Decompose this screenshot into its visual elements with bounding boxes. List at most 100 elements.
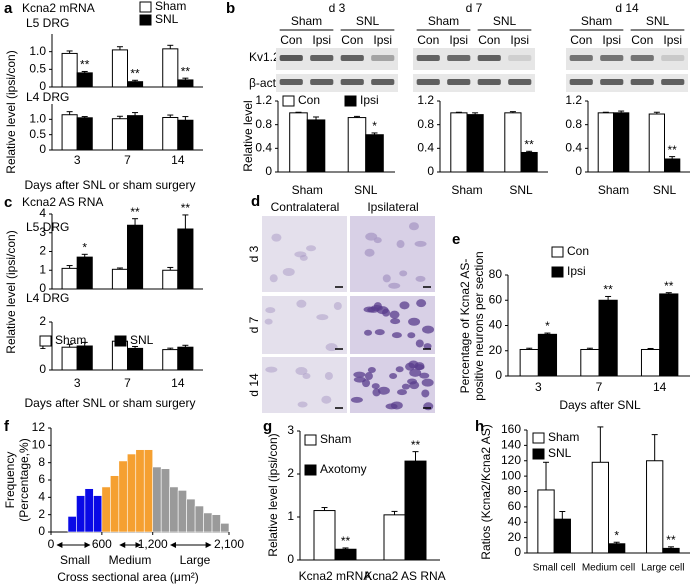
histogram-bar <box>169 486 179 533</box>
x-tick-label: Large cell <box>641 563 684 574</box>
legend-swatch <box>304 464 317 476</box>
blot-lane: Con <box>341 33 363 47</box>
blot-lane: Con <box>478 33 500 47</box>
blot-group: Sham <box>291 14 322 28</box>
significance: * <box>614 528 619 542</box>
y-tick-label: 3 <box>287 423 294 437</box>
cell <box>333 301 342 310</box>
blot-band <box>279 79 303 85</box>
bar <box>127 347 144 371</box>
y-tick-label: 0 <box>39 281 46 295</box>
blot-band <box>416 79 440 85</box>
y-tick-label: 8 <box>38 455 45 469</box>
x-tick-label: 0 <box>48 537 55 551</box>
histogram-bar <box>203 512 213 533</box>
cell <box>377 386 390 395</box>
y-tick-label: 2 <box>39 314 46 328</box>
blot-title: d 14 <box>615 1 639 15</box>
bar <box>162 269 179 290</box>
histogram-bar <box>160 468 170 533</box>
significance: ** <box>80 58 90 72</box>
y-tick-label: 0.5 <box>29 62 46 76</box>
y-tick-label: 4 <box>39 206 46 220</box>
cell <box>396 240 405 249</box>
bar <box>520 151 538 173</box>
blot-lane: Con <box>631 33 653 47</box>
bar <box>646 460 664 554</box>
cell <box>415 275 426 282</box>
blot-band <box>371 55 395 61</box>
y-tick-label: 60 <box>489 292 503 306</box>
histogram-bar <box>76 495 86 533</box>
bar <box>659 293 679 377</box>
significance: ** <box>341 534 351 548</box>
y-tick-label: 0 <box>265 164 272 178</box>
bar <box>177 346 194 371</box>
blot-band <box>600 55 624 61</box>
bar <box>608 543 626 554</box>
bar <box>162 116 179 151</box>
blot-band <box>477 79 501 85</box>
x-tick-label: Sham <box>598 183 629 197</box>
cell <box>265 366 278 373</box>
cell <box>399 301 410 310</box>
significance: ** <box>181 201 191 215</box>
panel-letter: h <box>475 418 484 435</box>
x-tick-label: 3 <box>74 153 81 167</box>
legend-label: Axotomy <box>320 462 367 476</box>
x-tick-label: 7 <box>596 380 603 394</box>
y-tick-label: 80 <box>489 267 503 281</box>
blot-band <box>447 79 471 85</box>
blot-band <box>447 55 471 61</box>
blot-background <box>276 48 398 70</box>
y-tick-label: 2 <box>287 466 294 480</box>
blot-title: d 7 <box>466 1 483 15</box>
blot-background <box>566 74 688 92</box>
x-tick-label: 7 <box>124 153 131 167</box>
chart-title: Kcna2 mRNA <box>22 1 95 15</box>
x-tick-label: Sham <box>451 183 482 197</box>
histogram-bar <box>101 486 111 533</box>
bar <box>553 518 571 554</box>
micrograph-row: d 3 <box>247 245 261 262</box>
x-tick-label: 1,200 <box>138 537 168 551</box>
x-tick-label: 3 <box>74 376 81 390</box>
legend-label: Ipsi <box>567 264 586 278</box>
bar <box>61 114 78 151</box>
cell <box>388 282 401 289</box>
blot-group: Sham <box>581 14 612 28</box>
x-tick-label: 14 <box>653 380 667 394</box>
cell <box>324 371 333 380</box>
histogram-bar <box>220 523 230 533</box>
y-axis-label: Relative level <box>241 100 255 171</box>
cell <box>389 310 400 319</box>
panel-letter: a <box>4 0 13 17</box>
cell <box>395 366 404 373</box>
y-tick-label: 0.8 <box>565 117 582 131</box>
x-tick-label: Medium cell <box>582 563 635 574</box>
panel-letter: f <box>4 418 10 435</box>
cell <box>376 306 389 315</box>
legend-label: SNL <box>548 446 572 460</box>
legend-swatch <box>532 432 545 444</box>
cell <box>401 383 410 390</box>
histogram-bar <box>118 460 128 533</box>
blot-band <box>340 55 364 61</box>
legend-label: Ipsi <box>360 93 379 107</box>
cell <box>365 232 378 241</box>
bar <box>466 114 484 173</box>
blot-lane: Con <box>417 33 439 47</box>
blot-band <box>661 79 685 85</box>
y-tick-label: 1.2 <box>417 93 434 107</box>
blot-lane: Ipsi <box>510 33 529 47</box>
cell <box>325 343 338 352</box>
histogram-bar <box>67 516 77 533</box>
bar <box>61 346 78 371</box>
y-tick-label: 1.2 <box>255 93 272 107</box>
legend-label: SNL <box>155 12 179 26</box>
bar <box>127 115 144 151</box>
blot-band <box>279 55 303 61</box>
bar <box>61 52 78 88</box>
bar <box>313 510 336 561</box>
blot-group: SNL <box>493 14 517 28</box>
